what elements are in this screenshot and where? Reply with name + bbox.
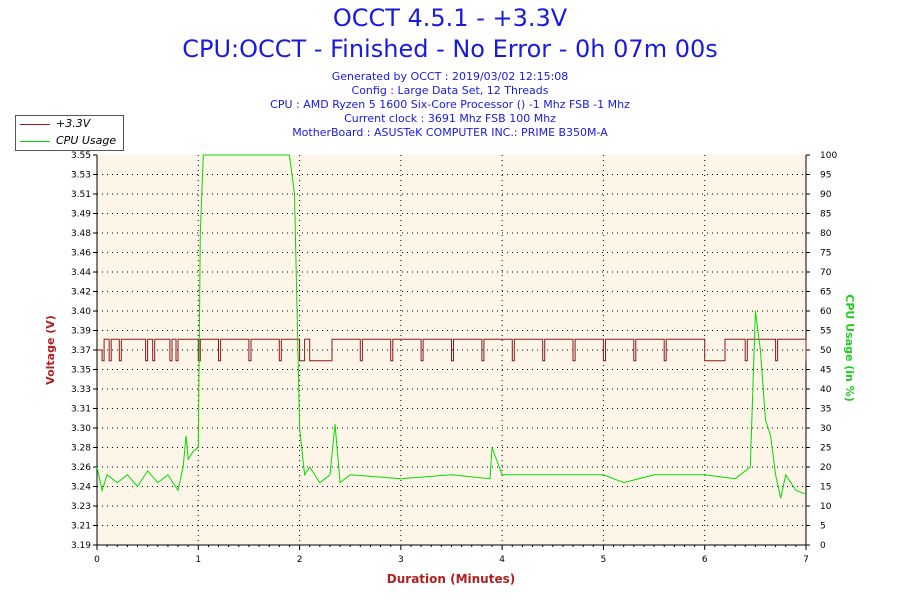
y-axis-label-left: Voltage (V): [44, 315, 57, 385]
x-tick-labels: 0 1 2 3 4 5 6 7: [94, 545, 809, 565]
y-tick-label-right: 20: [820, 463, 832, 473]
series-layer: [96, 154, 807, 499]
info-config: Config : Large Data Set, 12 Threads: [351, 84, 549, 97]
chart-subtitle: CPU:OCCT - Finished - No Error - 0h 07m …: [182, 35, 718, 63]
x-axis-label: Duration (Minutes): [387, 572, 515, 586]
y-tick-labels-left: 3.19 3.21 3.23 3.24 3.26 3.28 3.30 3.31 3.33 3.35…: [71, 151, 97, 551]
x-tick-label: 5: [601, 555, 607, 565]
y-tick-label-right: 80: [820, 229, 832, 239]
y-tick-label-left: 3.51: [71, 190, 91, 200]
y-tick-label-left: 3.37: [71, 346, 91, 356]
y-tick-label-right: 55: [820, 327, 831, 337]
y-tick-label-left: 3.26: [71, 463, 91, 473]
legend: +3.3V CPU Usage: [15, 115, 124, 151]
y-tick-label-left: 3.42: [71, 288, 91, 298]
y-tick-label-left: 3.19: [71, 541, 91, 551]
y-tick-label-left: 3.23: [71, 502, 91, 512]
legend-swatch-voltage: [20, 124, 50, 125]
series-line-voltage: [97, 338, 807, 362]
chart-title: OCCT 4.5.1 - +3.3V: [332, 4, 568, 32]
y-axis-label-right: CPU Usage (in %): [843, 294, 856, 401]
x-tick-label: 4: [499, 555, 505, 565]
y-tick-label-left: 3.39: [71, 327, 91, 337]
y-tick-label-right: 70: [820, 268, 832, 278]
y-tick-labels-right: 0 5 10 15 20 25 30 35 40 45 50 55 60 65 70 75 80 85 90 95 10…: [806, 151, 837, 551]
y-tick-label-left: 3.21: [71, 522, 91, 532]
x-tick-label: 0: [94, 555, 100, 565]
legend-label-voltage: +3.3V: [56, 117, 91, 130]
y-tick-label-left: 3.49: [71, 210, 91, 220]
info-generated: Generated by OCCT : 2019/03/02 12:15:08: [331, 70, 569, 83]
y-tick-label-right: 50: [820, 346, 832, 356]
y-tick-label-right: 5: [820, 522, 826, 532]
y-tick-label-right: 30: [820, 424, 832, 434]
y-tick-label-left: 3.46: [71, 249, 91, 259]
info-clock: Current clock : 3691 Mhz FSB 100 Mhz: [344, 112, 556, 125]
y-tick-label-right: 40: [820, 385, 832, 395]
y-tick-label-left: 3.40: [71, 307, 91, 317]
y-tick-label-left: 3.35: [71, 366, 91, 376]
x-tick-label: 2: [297, 555, 303, 565]
y-tick-label-right: 10: [820, 502, 832, 512]
x-tick-label: 1: [195, 555, 201, 565]
y-tick-label-left: 3.55: [71, 151, 91, 161]
y-tick-label-right: 65: [820, 288, 831, 298]
y-tick-label-right: 0: [820, 541, 826, 551]
y-tick-label-right: 35: [820, 405, 831, 415]
info-motherboard: MotherBoard : ASUSTeK COMPUTER INC.: PRI…: [292, 126, 608, 139]
y-tick-label-right: 15: [820, 483, 831, 493]
legend-label-cpu: CPU Usage: [56, 134, 117, 147]
y-tick-label-right: 95: [820, 171, 831, 181]
y-tick-label-left: 3.33: [71, 385, 91, 395]
legend-item-voltage: +3.3V: [16, 116, 123, 132]
y-tick-label-left: 3.44: [71, 268, 91, 278]
y-tick-label-right: 45: [820, 366, 831, 376]
y-tick-label-left: 3.48: [71, 229, 91, 239]
x-tick-label: 7: [803, 555, 809, 565]
y-tick-label-right: 90: [820, 190, 832, 200]
y-tick-label-right: 60: [820, 307, 832, 317]
x-tick-label: 3: [398, 555, 404, 565]
y-tick-label-right: 100: [820, 151, 837, 161]
x-tick-label: 6: [702, 555, 708, 565]
y-tick-label-right: 25: [820, 444, 831, 454]
y-tick-label-right: 85: [820, 210, 831, 220]
y-tick-label-left: 3.28: [71, 444, 91, 454]
grid: [97, 155, 806, 545]
legend-item-cpu: CPU Usage: [16, 133, 123, 149]
info-cpu: CPU : AMD Ryzen 5 1600 Six-Core Processo…: [270, 98, 630, 111]
y-tick-label-left: 3.31: [71, 405, 91, 415]
y-tick-label-left: 3.30: [71, 424, 91, 434]
legend-swatch-cpu: [20, 141, 50, 142]
series-line-cpu-usage: [96, 154, 807, 499]
y-tick-label-left: 3.53: [71, 171, 91, 181]
y-tick-label-right: 75: [820, 249, 831, 259]
y-tick-label-left: 3.24: [71, 483, 91, 493]
